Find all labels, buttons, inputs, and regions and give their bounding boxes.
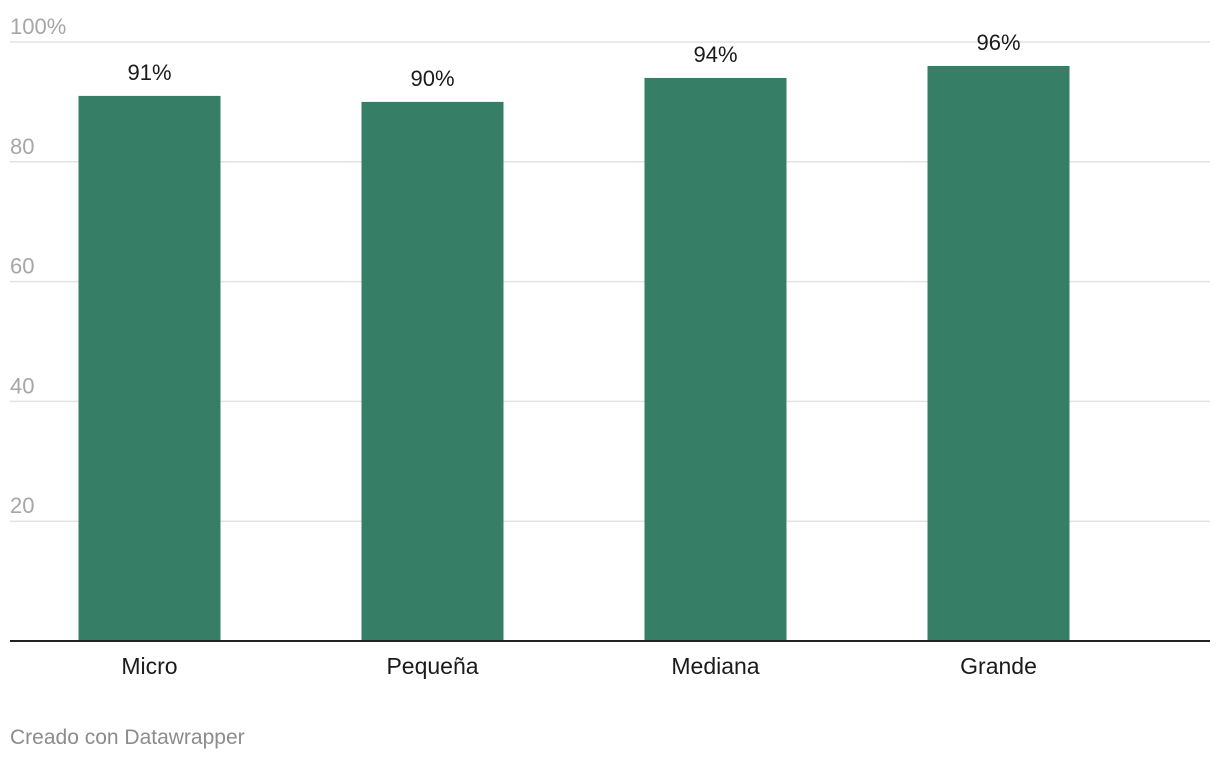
y-tick-label: 60 <box>10 254 34 279</box>
y-tick-label: 100% <box>10 14 66 39</box>
x-tick-label: Micro <box>121 653 177 679</box>
chart-credit: Creado con Datawrapper <box>10 726 245 749</box>
data-labels: 91% 90% 94% 96% <box>127 30 1020 91</box>
bar-value-label: 94% <box>693 42 737 67</box>
bars <box>78 65 1070 641</box>
y-tick-label: 80 <box>10 134 34 159</box>
x-tick-label: Pequeña <box>386 653 478 679</box>
x-tick-label: Mediana <box>671 653 759 679</box>
bar <box>927 65 1070 641</box>
bar-value-label: 96% <box>976 30 1020 55</box>
bar-value-label: 90% <box>410 66 454 91</box>
y-tick-label: 20 <box>10 493 34 518</box>
bar <box>78 95 221 641</box>
bar <box>361 101 504 641</box>
x-axis-tick-labels: Micro Pequeña Mediana Grande <box>121 653 1036 679</box>
bar <box>644 77 787 641</box>
bar-chart: 20 40 60 80 100% 91% 90% 94% 96% Micro Pequeña Me… <box>10 14 1210 679</box>
y-tick-label: 40 <box>10 373 34 398</box>
bar-value-label: 91% <box>127 60 171 85</box>
y-axis-tick-labels: 20 40 60 80 100% <box>10 14 66 518</box>
x-tick-label: Grande <box>960 653 1037 679</box>
